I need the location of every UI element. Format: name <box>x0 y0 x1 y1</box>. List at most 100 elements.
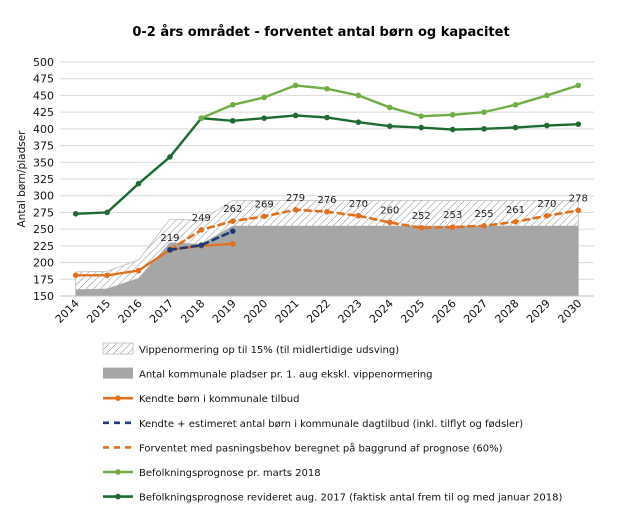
series-line-kendte-boern <box>74 242 234 277</box>
data-point <box>261 115 267 121</box>
legend-marker <box>115 395 121 402</box>
data-point <box>449 126 456 133</box>
data-point <box>449 112 456 118</box>
legend-label: Forventet med pasningsbehov beregnet på … <box>139 441 503 454</box>
legend-label: Antal kommunale pladser pr. 1. aug ekskl… <box>139 370 432 381</box>
data-point <box>324 208 330 215</box>
plot-area: 150 175 200 225 250 275 300 325 350 375 400 425 450 4… <box>33 56 594 326</box>
x-tick-label: 2030 <box>555 297 584 326</box>
x-tick-label: 2018 <box>178 297 207 326</box>
data-point <box>387 104 393 111</box>
data-label: 255 <box>475 209 494 220</box>
data-point <box>481 126 487 132</box>
data-label: 261 <box>506 205 525 216</box>
legend-label: Vippenormering op til 15% (til midlertid… <box>139 345 399 356</box>
data-label: 276 <box>317 195 336 206</box>
data-label: 249 <box>192 213 211 224</box>
data-point <box>544 92 550 99</box>
y-tick-label: 425 <box>33 106 54 119</box>
data-point <box>544 212 550 219</box>
x-tick-label: 2029 <box>524 297 553 326</box>
data-point <box>229 101 236 108</box>
data-label: 219 <box>160 233 179 244</box>
y-tick-label: 275 <box>33 206 54 219</box>
data-point <box>104 272 110 279</box>
y-tick-label: 475 <box>33 73 54 86</box>
y-tick-label: 450 <box>33 89 54 102</box>
legend-label: Kendte + estimeret antal børn i kommunal… <box>139 419 523 430</box>
data-label: 279 <box>286 193 305 204</box>
data-point <box>261 94 267 101</box>
data-point <box>292 112 299 119</box>
chart-title: 0-2 års området - forventet antal børn o… <box>132 25 509 40</box>
x-tick-label: 2017 <box>147 297 176 326</box>
data-label: 252 <box>412 211 431 222</box>
x-tick-label: 2022 <box>304 297 333 326</box>
data-label: 270 <box>349 199 368 210</box>
data-point <box>135 180 142 187</box>
data-label: 253 <box>443 210 462 221</box>
data-point <box>481 109 487 115</box>
data-point <box>198 115 205 121</box>
y-axis-label: Antal børn/pladser <box>16 130 28 228</box>
data-point <box>418 124 425 131</box>
x-tick-label: 2028 <box>493 297 522 326</box>
data-label: 260 <box>380 205 399 216</box>
data-point <box>575 121 582 127</box>
data-point <box>387 123 393 129</box>
data-label: 270 <box>537 199 556 210</box>
y-tick-label: 200 <box>33 257 54 270</box>
legend-marker <box>115 493 121 500</box>
data-point <box>261 213 267 220</box>
data-point <box>292 82 299 89</box>
data-point <box>72 210 79 217</box>
x-tick-label: 2020 <box>241 297 270 326</box>
data-point <box>72 272 79 279</box>
data-label: 262 <box>223 204 242 215</box>
x-tick-label: 2019 <box>210 297 239 326</box>
data-point <box>544 122 550 129</box>
data-point <box>104 209 110 216</box>
y-tick-label: 375 <box>33 140 54 153</box>
data-label: 278 <box>569 193 588 204</box>
x-tick-label: 2026 <box>430 297 459 326</box>
data-point <box>229 241 236 247</box>
series-area-kommunale-pladser <box>75 225 579 296</box>
y-tick-label: 300 <box>33 190 54 203</box>
data-point <box>418 113 425 119</box>
legend-label: Befolkningsprognose pr. marts 2018 <box>139 468 321 479</box>
y-tick-label: 150 <box>33 290 54 303</box>
data-point <box>292 206 299 213</box>
data-point <box>229 218 236 224</box>
data-point <box>355 92 362 99</box>
data-point <box>387 219 393 226</box>
x-tick-label: 2027 <box>461 297 490 326</box>
x-tick-label: 2014 <box>53 297 82 326</box>
legend-label: Befolkningsprognose revideret aug. 2017 … <box>139 493 562 504</box>
x-tick-label: 2021 <box>273 297 302 326</box>
data-point <box>135 267 142 274</box>
legend: Vippenormering op til 15% (til midlertid… <box>102 342 562 504</box>
data-point <box>198 242 205 248</box>
data-point <box>167 154 173 160</box>
x-tick-label: 2016 <box>116 297 145 326</box>
data-point <box>449 224 456 230</box>
data-point <box>512 124 519 131</box>
data-point <box>512 218 519 225</box>
series-line-befolkningsprognose-marts-2018 <box>200 84 580 120</box>
x-tick-label: 2025 <box>398 297 427 326</box>
x-tick-label: 2024 <box>367 297 396 326</box>
data-point <box>324 114 330 121</box>
y-tick-label: 325 <box>33 173 54 186</box>
y-tick-label: 350 <box>33 156 54 169</box>
y-tick-label: 225 <box>33 240 54 253</box>
x-tick-label: 2023 <box>336 297 365 326</box>
data-point <box>355 212 362 219</box>
legend-swatch <box>103 367 133 379</box>
legend-marker <box>115 469 121 475</box>
data-point <box>229 118 236 124</box>
legend-swatch <box>102 342 134 355</box>
data-point <box>575 82 582 89</box>
y-tick-label: 175 <box>33 273 54 286</box>
